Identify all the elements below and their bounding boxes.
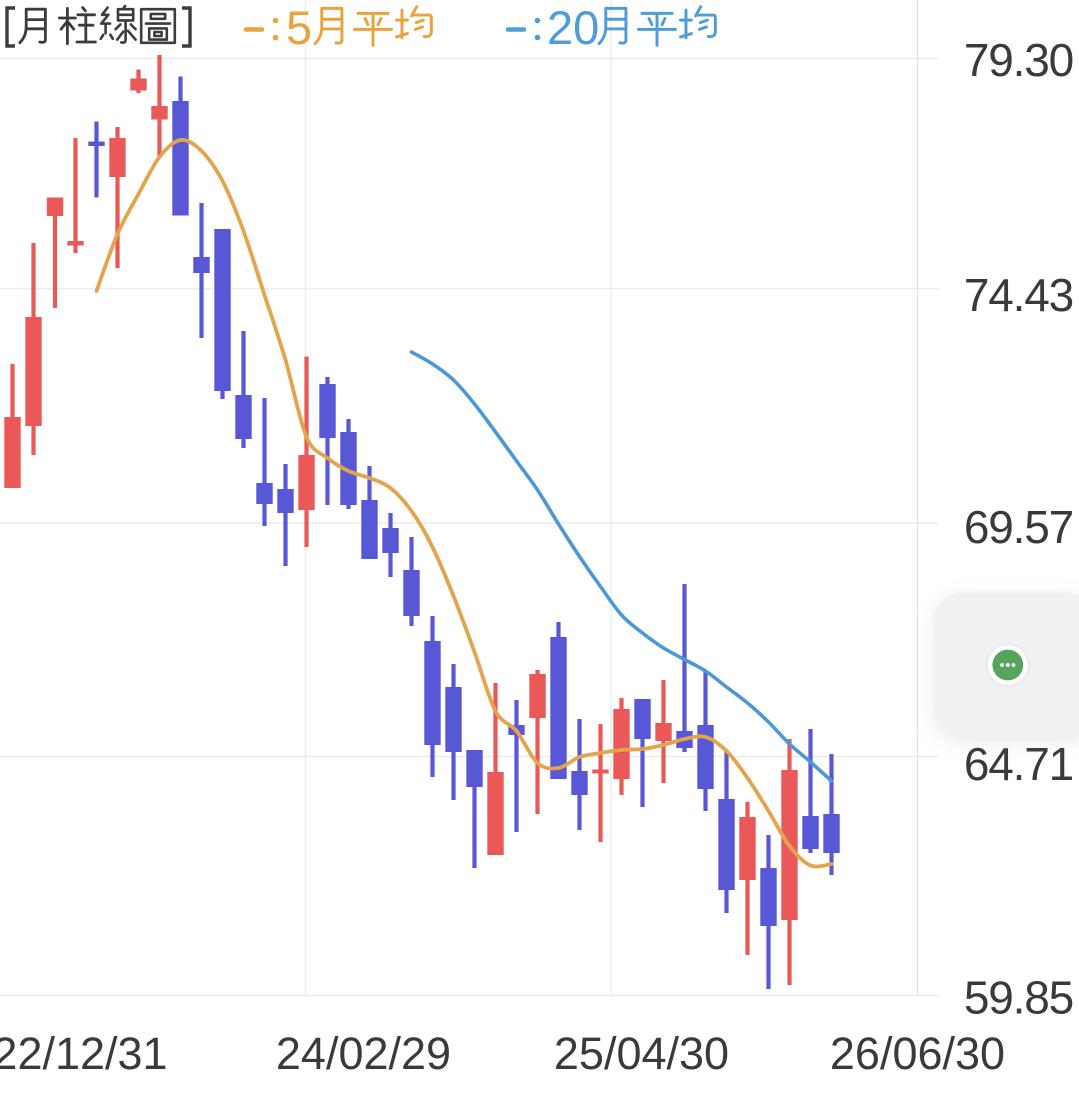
svg-text:64.71: 64.71 — [964, 738, 1073, 790]
svg-text:79.30: 79.30 — [964, 34, 1073, 86]
svg-text:59.85: 59.85 — [964, 972, 1073, 1024]
svg-text:25/04/30: 25/04/30 — [554, 1028, 729, 1079]
svg-text:20: 20 — [547, 1, 599, 54]
svg-text:69.57: 69.57 — [964, 501, 1073, 553]
svg-text:74.43: 74.43 — [964, 269, 1073, 321]
svg-text:26/06/30: 26/06/30 — [830, 1028, 1005, 1079]
svg-text:22/12/31: 22/12/31 — [0, 1028, 168, 1079]
svg-text:5: 5 — [286, 1, 312, 54]
svg-text:24/02/29: 24/02/29 — [276, 1028, 451, 1079]
